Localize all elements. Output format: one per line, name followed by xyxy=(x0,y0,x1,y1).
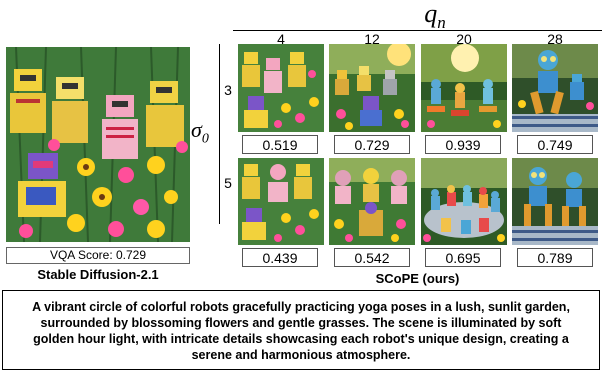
column-label-12: 12 xyxy=(364,31,380,47)
prompt-text: A vibrant circle of colorful robots grac… xyxy=(2,290,600,370)
score-r2-c4: 0.789 xyxy=(517,248,593,267)
score-r1-c1: 0.519 xyxy=(242,135,318,154)
score-r1-c4: 0.749 xyxy=(517,135,593,154)
image-r1-c3 xyxy=(421,44,507,132)
row-label-3: 3 xyxy=(224,82,232,98)
baseline-caption: Stable Diffusion-2.1 xyxy=(37,267,159,282)
row-label-5: 5 xyxy=(224,175,232,191)
score-r1-c2: 0.729 xyxy=(334,135,410,154)
image-r1-c4 xyxy=(512,44,598,132)
baseline-vqa-score: VQA Score: 0.729 xyxy=(6,247,190,264)
column-label-20: 20 xyxy=(456,31,472,47)
image-r2-c1 xyxy=(238,158,324,245)
image-r2-c3 xyxy=(421,158,507,245)
score-r2-c1: 0.439 xyxy=(242,248,318,267)
score-r1-c3: 0.939 xyxy=(425,135,501,154)
score-r2-c2: 0.542 xyxy=(334,248,410,267)
score-r2-c3: 0.695 xyxy=(425,248,501,267)
qn-axis-title: qn xyxy=(424,0,446,33)
baseline-image xyxy=(6,47,190,242)
method-caption: SCoPE (ours) xyxy=(375,271,460,286)
qn-axis-line xyxy=(233,30,602,31)
sigma-axis-title: σ0 xyxy=(191,117,209,147)
image-r1-c1 xyxy=(238,44,324,132)
column-label-28: 28 xyxy=(547,31,563,47)
image-r1-c2 xyxy=(329,44,415,132)
sigma-axis-line xyxy=(219,44,220,224)
image-r2-c2 xyxy=(329,158,415,245)
column-label-4: 4 xyxy=(277,31,285,47)
image-r2-c4 xyxy=(512,158,598,245)
